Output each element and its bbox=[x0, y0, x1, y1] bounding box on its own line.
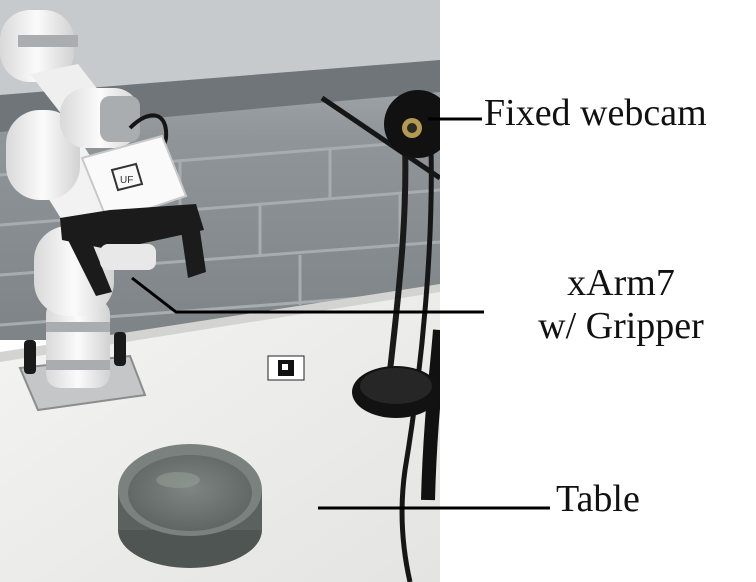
wall-ledge bbox=[0, 0, 440, 95]
fiducial-marker bbox=[267, 355, 305, 381]
webcam bbox=[384, 90, 440, 158]
bowl bbox=[118, 444, 262, 568]
webcam-stand bbox=[320, 95, 440, 582]
arm-leader-line bbox=[131, 276, 484, 314]
gripper: UF bbox=[60, 134, 206, 296]
robot-arm-label-line1: xArm7 bbox=[567, 262, 675, 304]
robot-arm-label: xArm7 w/ Gripper bbox=[496, 262, 746, 347]
gripper-logo: UF bbox=[120, 175, 133, 186]
photo: UF bbox=[0, 0, 440, 582]
webcam-label: Fixed webcam bbox=[484, 92, 707, 134]
robot-arm bbox=[0, 10, 169, 388]
table-label: Table bbox=[556, 478, 640, 520]
robot-arm-label-line2: w/ Gripper bbox=[538, 304, 704, 347]
leader-lines bbox=[131, 117, 550, 510]
